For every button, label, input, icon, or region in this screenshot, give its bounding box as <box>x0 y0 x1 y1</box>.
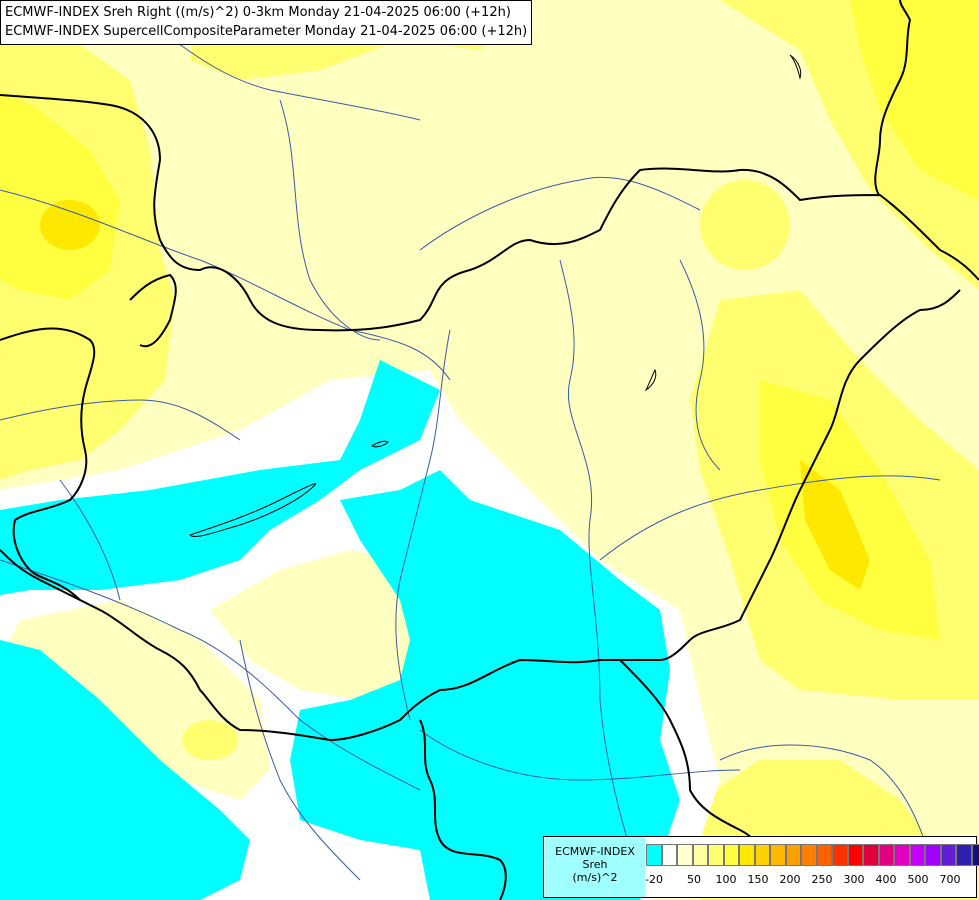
legend-swatch <box>863 844 879 866</box>
legend-tick-label: 100 <box>715 873 737 886</box>
legend-tick-label: -20 <box>645 873 663 886</box>
legend-swatch <box>708 844 724 866</box>
yellow-spot-west <box>40 200 100 250</box>
rivers <box>0 29 941 881</box>
cyan-area-southwest <box>0 640 250 900</box>
legend-tick-label: 400 <box>875 873 897 886</box>
legend-title-line-3: (m/s)^2 <box>572 871 618 884</box>
legend-tick-label: 50 <box>687 873 701 886</box>
legend-swatch <box>677 844 693 866</box>
cyan-area-central <box>290 470 680 900</box>
legend-tick-label: 700 <box>939 873 961 886</box>
cyan-area-west <box>0 360 440 595</box>
legend-swatches <box>646 844 979 866</box>
legend-swatch <box>770 844 786 866</box>
legend-swatch <box>832 844 848 866</box>
legend-swatch <box>816 844 832 866</box>
legend-title-line-1: ECMWF-INDEX <box>555 845 635 858</box>
legend-swatch <box>878 844 894 866</box>
legend-swatch <box>925 844 941 866</box>
pale-area-center <box>210 550 420 700</box>
legend-swatch <box>971 844 979 866</box>
legend-ticks: -20 50 100 150 200 250 300 400 500 700 <box>645 873 976 889</box>
title-line-1: ECMWF-INDEX Sreh Right ((m/s)^2) 0-3km M… <box>5 5 511 20</box>
legend-tick-label: 500 <box>907 873 929 886</box>
legend-swatch <box>739 844 755 866</box>
color-legend: ECMWF-INDEX Sreh (m/s)^2 -20 50 100 150 200 2… <box>543 836 979 898</box>
legend-swatch <box>801 844 817 866</box>
legend-swatch <box>723 844 739 866</box>
yellow-area-east-core <box>800 460 870 590</box>
legend-tick-label: 150 <box>747 873 769 886</box>
map-title-box: ECMWF-INDEX Sreh Right ((m/s)^2) 0-3km M… <box>0 0 533 45</box>
legend-swatch <box>785 844 801 866</box>
legend-tick-label: 250 <box>811 873 833 886</box>
yellow-area-northeast-inner <box>850 0 979 200</box>
legend-swatch <box>847 844 863 866</box>
legend-swatch <box>940 844 956 866</box>
yellow-spot-north-central <box>700 180 790 270</box>
legend-swatch <box>692 844 708 866</box>
legend-title: ECMWF-INDEX Sreh (m/s)^2 <box>545 837 645 897</box>
legend-swatch <box>956 844 972 866</box>
legend-tick-label: 300 <box>843 873 865 886</box>
legend-title-line-2: Sreh <box>582 858 608 871</box>
title-line-2: ECMWF-INDEX SupercellCompositeParameter … <box>5 24 528 39</box>
legend-swatch <box>894 844 910 866</box>
legend-swatch <box>646 844 662 866</box>
yellow-spot-southwest <box>182 720 238 760</box>
legend-swatch <box>909 844 925 866</box>
legend-swatch <box>754 844 770 866</box>
legend-tick-label: 200 <box>779 873 801 886</box>
yellow-area-west-inner <box>0 90 120 300</box>
legend-swatch <box>661 844 677 866</box>
yellow-area-east-inner <box>760 380 940 640</box>
lakes <box>189 54 802 538</box>
